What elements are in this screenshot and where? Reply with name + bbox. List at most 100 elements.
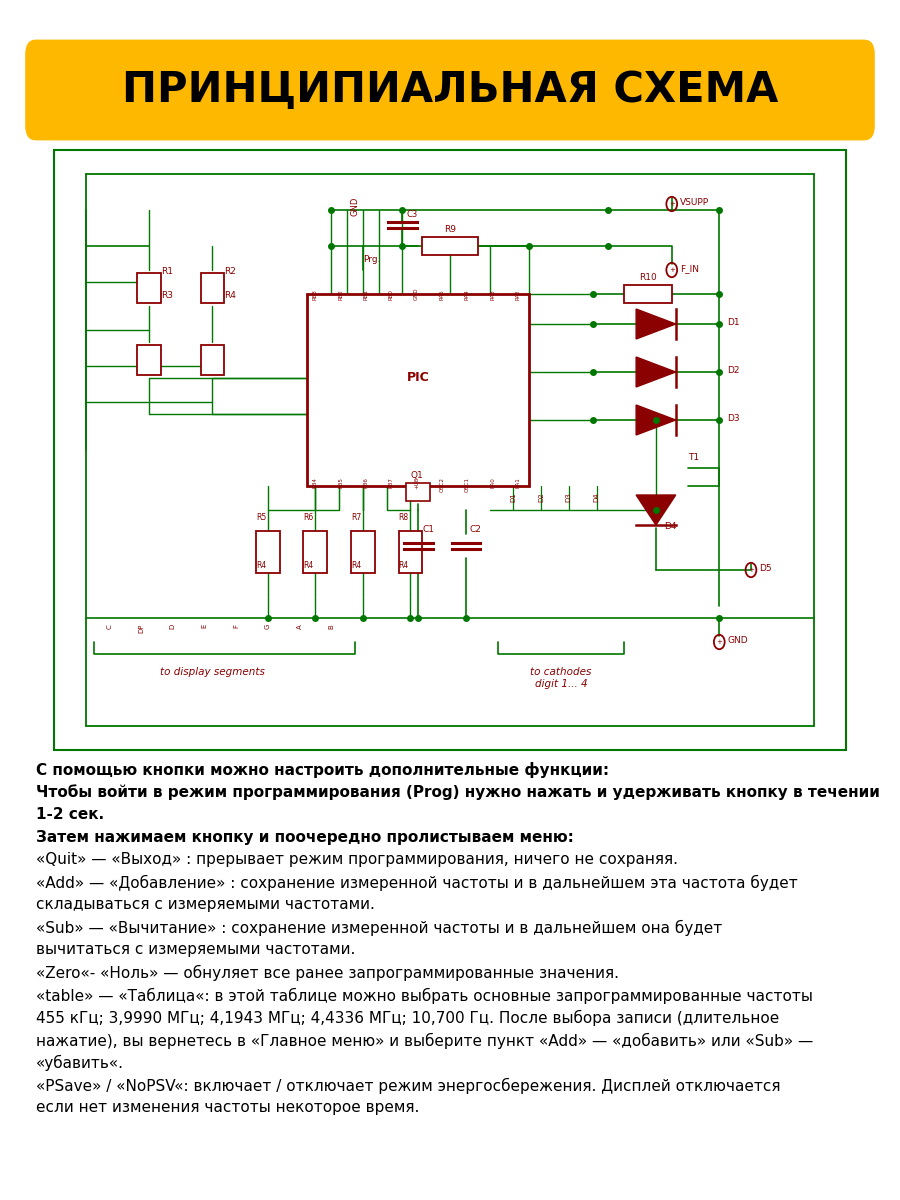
Text: +: + [748,566,754,572]
Text: «убавить«.: «убавить«. [36,1055,124,1072]
Text: «Sub» — «Вычитание» : сохранение измеренной частоты и в дальнейшем она будет: «Sub» — «Вычитание» : сохранение измерен… [36,920,722,936]
Text: OSC2: OSC2 [439,476,445,492]
Text: RA4: RA4 [465,289,470,300]
Text: RB2: RB2 [338,289,343,300]
Polygon shape [636,496,676,526]
Text: «Quit» — «Выход» : прерывает режим программирования, ничего не сохраняя.: «Quit» — «Выход» : прерывает режим прогр… [36,852,678,868]
Bar [625,284,671,302]
Text: RB6: RB6 [364,476,368,488]
Text: C3: C3 [407,210,418,218]
FancyBboxPatch shape [25,40,875,140]
Text: C: C [106,624,112,629]
Text: C2: C2 [470,526,482,534]
Text: складываться с измеряемыми частотами.: складываться с измеряемыми частотами. [36,898,375,912]
Text: 455 кГц; 3,9990 МГц; 4,1943 МГц; 4,4336 МГц; 10,700 Гц. После выбора записи (дли: 455 кГц; 3,9990 МГц; 4,1943 МГц; 4,4336 … [36,1010,779,1026]
Text: E: E [202,624,208,629]
Text: PIC: PIC [407,372,429,384]
Text: D3: D3 [727,414,740,422]
Text: ПРИНЦИПИАЛЬНАЯ СХЕМА: ПРИНЦИПИАЛЬНАЯ СХЕМА [122,68,778,110]
Text: D3: D3 [566,492,572,502]
Text: R3: R3 [161,290,173,300]
Text: R4: R4 [351,560,361,570]
Text: D1: D1 [510,492,517,502]
Polygon shape [636,404,676,434]
Text: вычитаться с измеряемыми частотами.: вычитаться с измеряемыми частотами. [36,942,356,958]
Text: Затем нажимаем кнопку и поочередно пролистываем меню:: Затем нажимаем кнопку и поочередно проли… [36,829,574,845]
Text: Чтобы войти в режим программирования (Prog) нужно нажать и удерживать кнопку в т: Чтобы войти в режим программирования (Pr… [36,785,880,800]
Polygon shape [636,358,676,386]
Text: RB0: RB0 [389,289,394,300]
Text: RA1: RA1 [516,476,520,487]
Text: R5: R5 [256,514,266,522]
Bar [351,530,374,572]
Text: RB7: RB7 [389,476,394,488]
Text: VSUPP: VSUPP [680,198,709,206]
Bar [137,346,161,374]
Text: A: A [296,624,302,629]
Text: R4: R4 [399,560,409,570]
Text: «PSave» / «NoPSV«: включает / отключает режим энергосбережения. Дисплей отключае: «PSave» / «NoPSV«: включает / отключает … [36,1078,780,1094]
Text: to cathodes
digit 1... 4: to cathodes digit 1... 4 [530,667,591,689]
Text: G: G [265,624,271,629]
Text: D: D [170,624,176,629]
Text: RA5: RA5 [439,289,445,300]
Text: D2: D2 [727,366,740,374]
Text: Prg.: Prg. [363,254,381,264]
Bar [399,530,422,572]
Bar [422,236,478,254]
Text: RA2: RA2 [516,289,520,300]
Text: D2: D2 [538,492,544,502]
Text: «Zero«- «Ноль» — обнуляет все ранее запрограммированные значения.: «Zero«- «Ноль» — обнуляет все ранее запр… [36,965,619,982]
Text: R4: R4 [256,560,266,570]
Text: если нет изменения частоты некоторое время.: если нет изменения частоты некоторое вре… [36,1100,419,1116]
Text: R6: R6 [303,514,314,522]
Text: GND: GND [727,636,748,646]
Bar [137,272,161,302]
Text: R7: R7 [351,514,361,522]
Text: D5: D5 [759,564,771,572]
Text: RB4: RB4 [313,476,318,488]
Text: нажатие), вы вернетесь в «Главное меню» и выберите пункт «Add» — «добавить» или : нажатие), вы вернетесь в «Главное меню» … [36,1033,814,1049]
Text: F: F [233,624,239,628]
Text: R4: R4 [224,290,236,300]
Text: R10: R10 [639,272,657,282]
Text: С помощью кнопки можно настроить дополнительные функции:: С помощью кнопки можно настроить дополни… [36,762,609,778]
Bar [308,294,529,486]
Text: GND: GND [414,287,419,300]
Text: R4: R4 [303,560,314,570]
Text: F_IN: F_IN [680,264,698,272]
Bar [407,482,430,502]
Text: R2: R2 [224,266,236,276]
Text: +U8: +U8 [414,476,419,490]
Text: 1-2 сек.: 1-2 сек. [36,808,104,822]
Text: RA3: RA3 [491,289,495,300]
Text: D4: D4 [664,522,676,530]
Polygon shape [636,310,676,338]
Text: DP: DP [138,624,144,634]
Text: +: + [716,638,722,646]
Text: RB3: RB3 [313,289,318,300]
Text: D1: D1 [727,318,740,326]
Bar [303,530,328,572]
Text: +: + [669,200,675,206]
Text: D4: D4 [593,492,599,502]
Text: R9: R9 [444,226,456,234]
Text: R1: R1 [161,266,173,276]
Text: «table» — «Таблица«: в этой таблице можно выбрать основные запрограммированные ч: «table» — «Таблица«: в этой таблице можн… [36,988,813,1003]
Text: RB5: RB5 [338,476,343,488]
Text: to display segments: to display segments [160,667,265,677]
Text: RB1: RB1 [364,289,368,300]
Text: B: B [328,624,334,629]
Text: OSC1: OSC1 [465,476,470,492]
Text: GND: GND [350,197,359,216]
Text: RA0: RA0 [491,476,495,487]
Text: +: + [669,266,675,272]
Bar [256,530,280,572]
Bar [201,272,224,302]
Text: Q1: Q1 [410,470,423,480]
Text: T1: T1 [688,452,698,462]
Text: R8: R8 [399,514,409,522]
Text: C1: C1 [422,526,435,534]
Bar [201,346,224,374]
Text: «Add» — «Добавление» : сохранение измеренной частоты и в дальнейшем эта частота : «Add» — «Добавление» : сохранение измере… [36,875,797,890]
